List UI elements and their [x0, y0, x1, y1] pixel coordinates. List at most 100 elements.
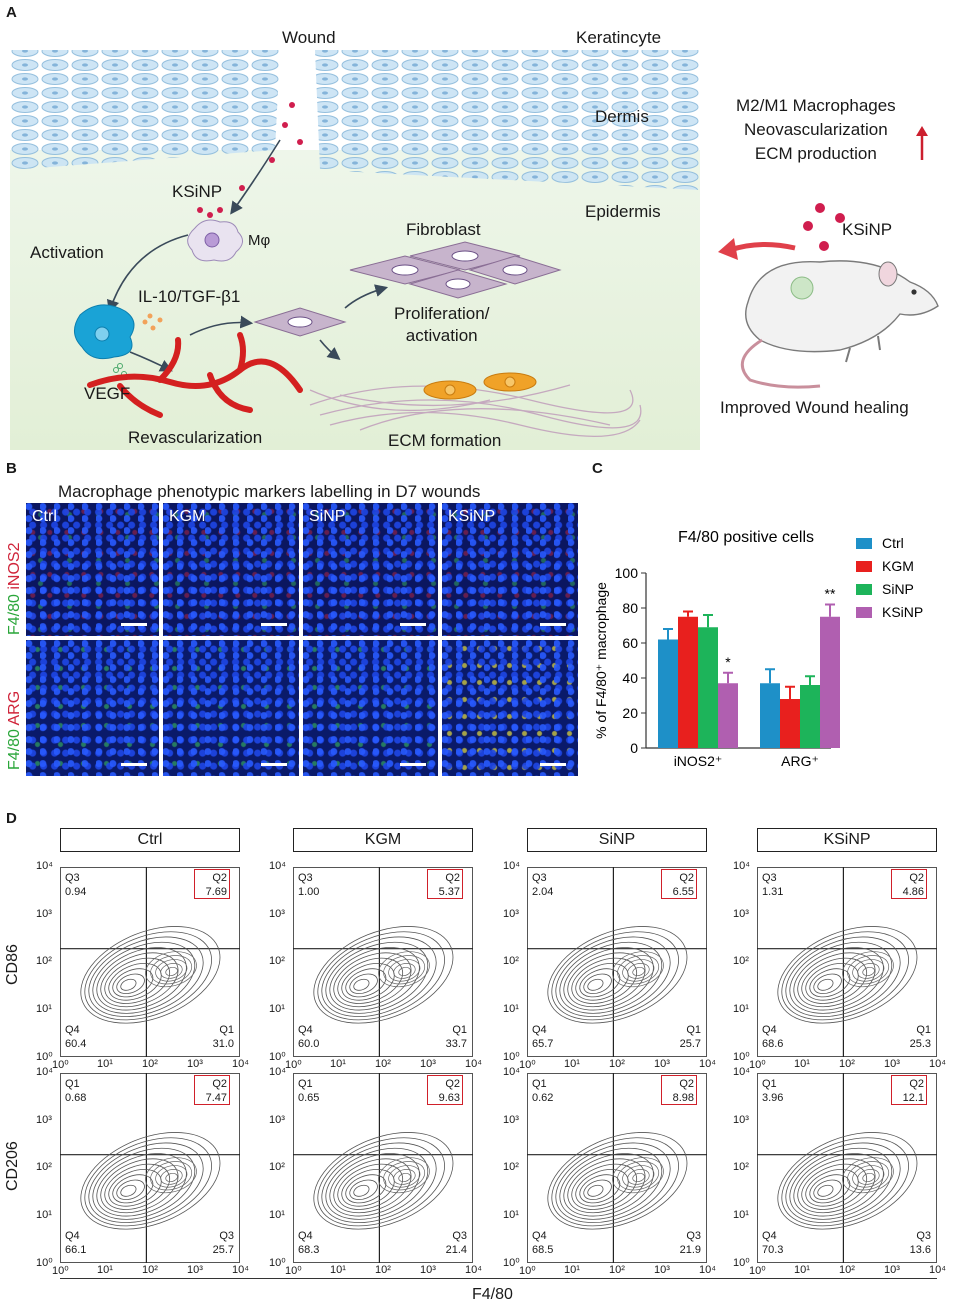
quadrant-name: Q2 [909, 1078, 924, 1090]
quadrant-name: Q2 [212, 1078, 227, 1090]
quadrant-name: Q1 [686, 1024, 701, 1036]
chart-title: F4/80 positive cells [678, 529, 814, 546]
contour-line [165, 966, 178, 977]
x-tick-label: 10⁰ [749, 1265, 766, 1277]
contour-line [555, 1142, 671, 1223]
contour-line [612, 951, 664, 988]
y-tick-label: 10⁰ [503, 1257, 520, 1269]
y-tick-label: 10² [36, 955, 52, 967]
x-tick-label: 10⁴ [699, 1058, 716, 1070]
scale-bar [121, 763, 147, 766]
label-keratinocyte: Keratincyte [576, 28, 662, 47]
contour-line [120, 1184, 137, 1197]
x-tick-label: 10¹ [794, 1058, 810, 1070]
contour-line [563, 1153, 654, 1217]
micrograph-kgm-arg [163, 640, 299, 776]
contour-line [150, 1161, 193, 1191]
legend-label: Ctrl [882, 535, 904, 551]
nanoparticle [815, 203, 825, 213]
y-tick-label: 10¹ [733, 1002, 749, 1015]
legend-label: SiNP [882, 581, 914, 597]
quadrant-value: 1.00 [298, 886, 320, 898]
plot-frame [527, 867, 707, 1057]
quadrant-name: Q3 [532, 872, 547, 884]
plot-frame [293, 1073, 473, 1263]
quadrant-name: Q4 [762, 1230, 777, 1242]
contour-line [145, 951, 197, 988]
contour-line [813, 1179, 842, 1201]
contour-line [345, 968, 387, 998]
quadrant-value: 5.37 [438, 886, 460, 898]
plot-frame [757, 867, 937, 1057]
contour-line [632, 1172, 645, 1183]
contour-line [847, 955, 890, 985]
quadrant-name: Q3 [452, 1230, 467, 1242]
activation-arrow [106, 234, 189, 314]
contour-line [388, 959, 421, 982]
panel-c-letter: C [592, 460, 603, 477]
x-tick-label: 10⁴ [232, 1264, 249, 1276]
quadrant-name: Q4 [532, 1024, 547, 1036]
x-tick-label: 10⁴ [465, 1058, 482, 1070]
quadrant-value: 70.3 [762, 1244, 784, 1256]
y-tick-label: 10¹ [269, 1208, 285, 1221]
scale-bar [261, 763, 287, 766]
micrograph-ctrl-arg [26, 640, 159, 776]
quadrant-name: Q1 [219, 1024, 234, 1036]
quadrant-name: Q3 [762, 872, 777, 884]
contour-line [622, 1165, 655, 1188]
contour-line [317, 1137, 445, 1227]
x-tick-label: 10¹ [97, 1058, 113, 1070]
legend-swatch [856, 561, 872, 572]
contour-line [116, 1179, 145, 1201]
panel-b-letter: B [6, 460, 17, 477]
legend-swatch [856, 538, 872, 549]
contour-line [842, 1157, 894, 1194]
x-tick-label: 10¹ [97, 1264, 113, 1276]
contour-line [587, 1184, 604, 1197]
entry-arrow [230, 139, 281, 215]
y-tick-label: 10⁴ [269, 860, 286, 872]
quadrant-name: Q2 [909, 872, 924, 884]
activated-fibroblasts [423, 372, 537, 400]
bar [658, 639, 678, 748]
nanoparticle [819, 241, 829, 251]
quadrant-value: 9.63 [438, 1092, 460, 1104]
contour-line [583, 973, 612, 995]
x-tick-label: 10⁴ [465, 1264, 482, 1276]
bar [780, 699, 800, 748]
contour-line [333, 952, 412, 1008]
contour-line [862, 1172, 875, 1183]
contour-line [781, 931, 909, 1021]
x-tick-label: 10² [839, 1058, 855, 1070]
quadrant-name: Q4 [298, 1024, 313, 1036]
epidermis-layer-left [10, 50, 280, 170]
quadrant-value: 60.4 [65, 1038, 87, 1050]
x-tick-label: 10¹ [564, 1264, 580, 1276]
contour-line [551, 931, 679, 1021]
y-tick-label: 10³ [733, 907, 749, 920]
contour-line [547, 926, 688, 1024]
contour-line [781, 1137, 909, 1227]
quadrant-name: Q3 [65, 872, 80, 884]
quadrant-value: 7.69 [205, 886, 227, 898]
y-tick-label: 10¹ [36, 1208, 52, 1221]
epidermis-layer-right [315, 50, 700, 190]
signal-arrow [189, 315, 254, 336]
quadrant-value: 25.3 [909, 1038, 931, 1050]
row1-label: F4/80 iNOS2 [6, 505, 28, 636]
contour-line [321, 936, 437, 1017]
contour-line [842, 951, 894, 988]
y-tick-label: 10⁰ [36, 1051, 53, 1063]
contour-line [313, 1132, 454, 1230]
x-tick-label: 10² [839, 1264, 855, 1276]
contour-line [120, 978, 137, 991]
label-il10: IL-10/TGF-β1 [138, 287, 241, 306]
quadrant-value: 0.68 [65, 1092, 87, 1104]
quadrant-value: 4.86 [902, 886, 924, 898]
effects-list: M2/M1 Macrophages Neovascularization ECM… [736, 94, 896, 166]
contour-line [852, 959, 885, 982]
quadrant-value: 60.0 [298, 1038, 320, 1050]
quadrant-highlight [661, 1075, 697, 1105]
contour-line [353, 978, 370, 991]
